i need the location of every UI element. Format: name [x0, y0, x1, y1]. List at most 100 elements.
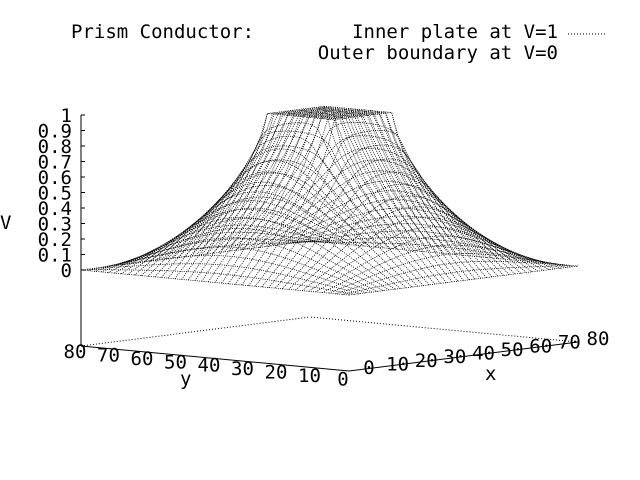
mesh-line-y-14 [254, 129, 485, 287]
mesh-line-x-19 [189, 110, 459, 282]
mesh-line-x-3 [98, 255, 367, 294]
mesh-line-y-30 [147, 171, 378, 277]
mesh-line-x-9 [132, 196, 401, 289]
z-tick-label-2: 0.2 [38, 229, 72, 251]
mesh-line-y-0 [348, 265, 579, 296]
z-axis-title: V [0, 212, 11, 234]
mesh-line-x-24 [218, 106, 487, 278]
mesh-line-y-7 [301, 216, 532, 291]
z-tick-label-5: 0.5 [38, 183, 72, 205]
mesh-line-x-8 [126, 207, 396, 290]
y-tick-label-7: 10 [298, 365, 321, 387]
z-tick-label-3: 0.3 [38, 214, 72, 236]
mesh-line-y-29 [154, 160, 384, 278]
mesh-line-x-38 [298, 237, 567, 268]
mesh-line-y-4 [322, 244, 552, 293]
x-tick-label-8: 80 [587, 328, 610, 350]
y-tick-label-1: 70 [97, 344, 120, 366]
mesh-line-x-2 [92, 263, 361, 294]
mesh-line-x-1 [86, 268, 355, 295]
mesh-line-x-10 [138, 184, 407, 289]
z-tick-label-9: 0.9 [38, 121, 72, 143]
y-axis-line [80, 345, 350, 372]
mesh-line-y-38 [94, 238, 324, 272]
mesh-line-y-25 [181, 105, 411, 280]
mesh-line-y-12 [268, 158, 498, 288]
y-axis-title: y [180, 368, 191, 390]
mesh-line-x-6 [115, 228, 384, 291]
mesh-line-y-18 [228, 110, 458, 285]
mesh-line-y-37 [100, 231, 331, 273]
mesh-line-x-30 [252, 170, 522, 274]
x-tick-label-0: 0 [363, 357, 374, 379]
mesh-line-x-34 [275, 207, 544, 271]
mesh-line-y-27 [167, 135, 398, 279]
mesh-line-y-10 [281, 183, 512, 290]
mesh-line-y-39 [87, 241, 317, 271]
mesh-line-y-21 [207, 108, 438, 283]
mesh-line-y-1 [342, 265, 572, 295]
mesh-line-y-3 [328, 253, 558, 294]
mesh-line-y-34 [120, 208, 351, 275]
x-tick-label-2: 20 [415, 350, 438, 372]
x-tick-label-6: 60 [529, 335, 552, 357]
x-tick-label-4: 40 [472, 343, 495, 365]
mesh-line-y-2 [335, 260, 565, 295]
mesh-line-y-16 [241, 111, 472, 286]
mesh-line-y-11 [275, 171, 505, 289]
mesh-line-x-16 [172, 112, 441, 284]
mesh-line-x-29 [246, 159, 516, 275]
mesh-line-x-11 [143, 172, 413, 288]
y-tick-label-4: 40 [198, 355, 221, 377]
mesh-line-y-19 [221, 109, 452, 284]
mesh-line-x-13 [155, 145, 424, 286]
mesh-line-x-20 [195, 109, 464, 281]
x-axis-line [348, 341, 579, 372]
mesh-line-y-33 [127, 200, 358, 275]
legend: Inner plate at V=1 Outer boundary at V=0 [318, 21, 606, 64]
mesh-line-x-39 [304, 241, 573, 268]
mesh-line-x-21 [200, 108, 470, 281]
mesh-line-x-28 [241, 147, 510, 275]
legend-line-1: Inner plate at V=1 [352, 21, 558, 43]
x-tick-label-5: 50 [501, 339, 524, 361]
z-tick-label-6: 0.6 [38, 167, 72, 189]
y-tick-label-5: 30 [231, 358, 254, 380]
y-tick-label-8: 0 [337, 368, 348, 390]
x-tick-label-7: 70 [558, 332, 581, 354]
mesh-line-y-35 [114, 216, 344, 274]
mesh-line-y-40 [80, 240, 311, 271]
y-tick-label-3: 50 [164, 351, 187, 373]
base-back-edge-y [80, 316, 311, 347]
mesh-line-x-22 [206, 107, 476, 280]
mesh-line-y-17 [234, 110, 465, 285]
mesh-line-y-26 [174, 122, 405, 280]
mesh-line-x-15 [166, 113, 436, 285]
x-tick-label-1: 10 [386, 353, 409, 375]
mesh-line-y-13 [261, 144, 492, 288]
mesh-line-x-25 [223, 105, 493, 278]
legend-line-2: Outer boundary at V=0 [318, 42, 558, 64]
chart-title: Prism Conductor: [71, 21, 254, 43]
y-tick-label-6: 20 [265, 362, 288, 384]
z-tick-label-4: 0.4 [38, 198, 72, 220]
mesh-line-y-20 [214, 108, 445, 283]
mesh-line-y-22 [201, 107, 431, 282]
x-axis-title: x [485, 363, 496, 385]
mesh-line-y-28 [161, 148, 391, 278]
z-tick-label-0: 0 [61, 260, 72, 282]
mesh-line-x-27 [235, 135, 504, 276]
mesh-line-x-7 [120, 218, 390, 291]
surface-mesh [80, 105, 579, 296]
z-tick-label-7: 0.7 [38, 152, 72, 174]
y-tick-label-2: 60 [131, 348, 154, 370]
mesh-line-y-24 [187, 106, 418, 281]
y-tick-label-0: 80 [64, 341, 87, 363]
mesh-line-y-8 [295, 206, 525, 291]
mesh-line-x-35 [281, 215, 550, 270]
mesh-line-y-5 [315, 235, 545, 293]
z-tick-label-8: 0.8 [38, 136, 72, 158]
mesh-line-y-15 [248, 112, 478, 286]
x-tick-label-3: 30 [443, 346, 466, 368]
